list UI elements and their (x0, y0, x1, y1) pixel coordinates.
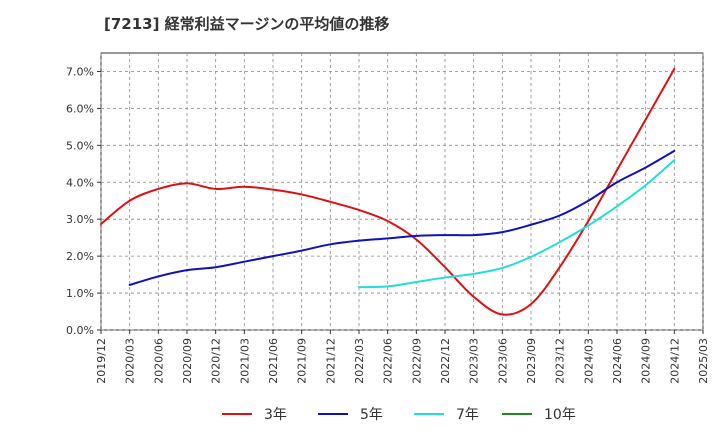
legend: 3年 5年 7年 10年 (222, 407, 576, 423)
x-tick-label: 2021/09 (296, 338, 309, 384)
legend-label-1: 3年 (264, 407, 287, 423)
y-tick-label: 7.0% (66, 65, 94, 78)
series-layer (100, 67, 676, 316)
chart-title: [7213] 経常利益マージンの平均値の推移 (104, 15, 390, 33)
legend-label-2: 5年 (360, 407, 383, 423)
x-tick-label: 2020/12 (210, 338, 223, 384)
y-tick-label: 6.0% (66, 102, 94, 115)
x-tick-label: 2020/09 (181, 338, 194, 384)
x-tick-label: 2022/06 (382, 338, 395, 384)
x-tick-label: 2021/06 (267, 338, 280, 384)
plot-area (100, 52, 704, 331)
y-tick-label: 2.0% (66, 250, 94, 263)
x-tick-label: 2021/12 (324, 338, 337, 384)
y-tick-label: 0.0% (66, 324, 94, 337)
x-tick-label: 2024/09 (640, 338, 653, 384)
y-tick-label: 1.0% (66, 287, 94, 300)
x-tick-label: 2022/03 (353, 338, 366, 384)
series-line-2 (128, 149, 676, 286)
x-tick-label: 2023/03 (468, 338, 481, 384)
x-axis: 2019/12 2020/03 2020/06 2020/09 2020/12 2021/… (95, 330, 710, 384)
y-tick-label: 4.0% (66, 176, 94, 189)
x-tick-label: 2023/12 (554, 338, 567, 384)
series-line-1 (100, 67, 676, 316)
legend-label-4: 10年 (544, 407, 576, 423)
x-tick-label: 2019/12 (95, 338, 108, 384)
x-tick-label: 2022/12 (439, 338, 452, 384)
y-axis: 0.0% 1.0% 2.0% 3.0% 4.0% 5.0% 6.0% 7.0% (66, 65, 101, 337)
plot-frame (100, 52, 704, 331)
y-tick-label: 3.0% (66, 213, 94, 226)
x-tick-label: 2024/12 (668, 338, 681, 384)
x-tick-label: 2020/03 (124, 338, 137, 384)
x-tick-label: 2022/09 (410, 338, 423, 384)
x-tick-label: 2021/03 (238, 338, 251, 384)
x-tick-label: 2023/06 (496, 338, 509, 384)
series-line-3 (358, 159, 676, 289)
legend-label-3: 7年 (456, 407, 479, 423)
x-tick-label: 2025/03 (697, 338, 710, 384)
x-tick-label: 2020/06 (152, 338, 165, 384)
x-tick-label: 2023/09 (525, 338, 538, 384)
x-tick-label: 2024/06 (611, 338, 624, 384)
x-tick-label: 2024/03 (582, 338, 595, 384)
grid-lines (100, 53, 704, 331)
y-tick-label: 5.0% (66, 139, 94, 152)
